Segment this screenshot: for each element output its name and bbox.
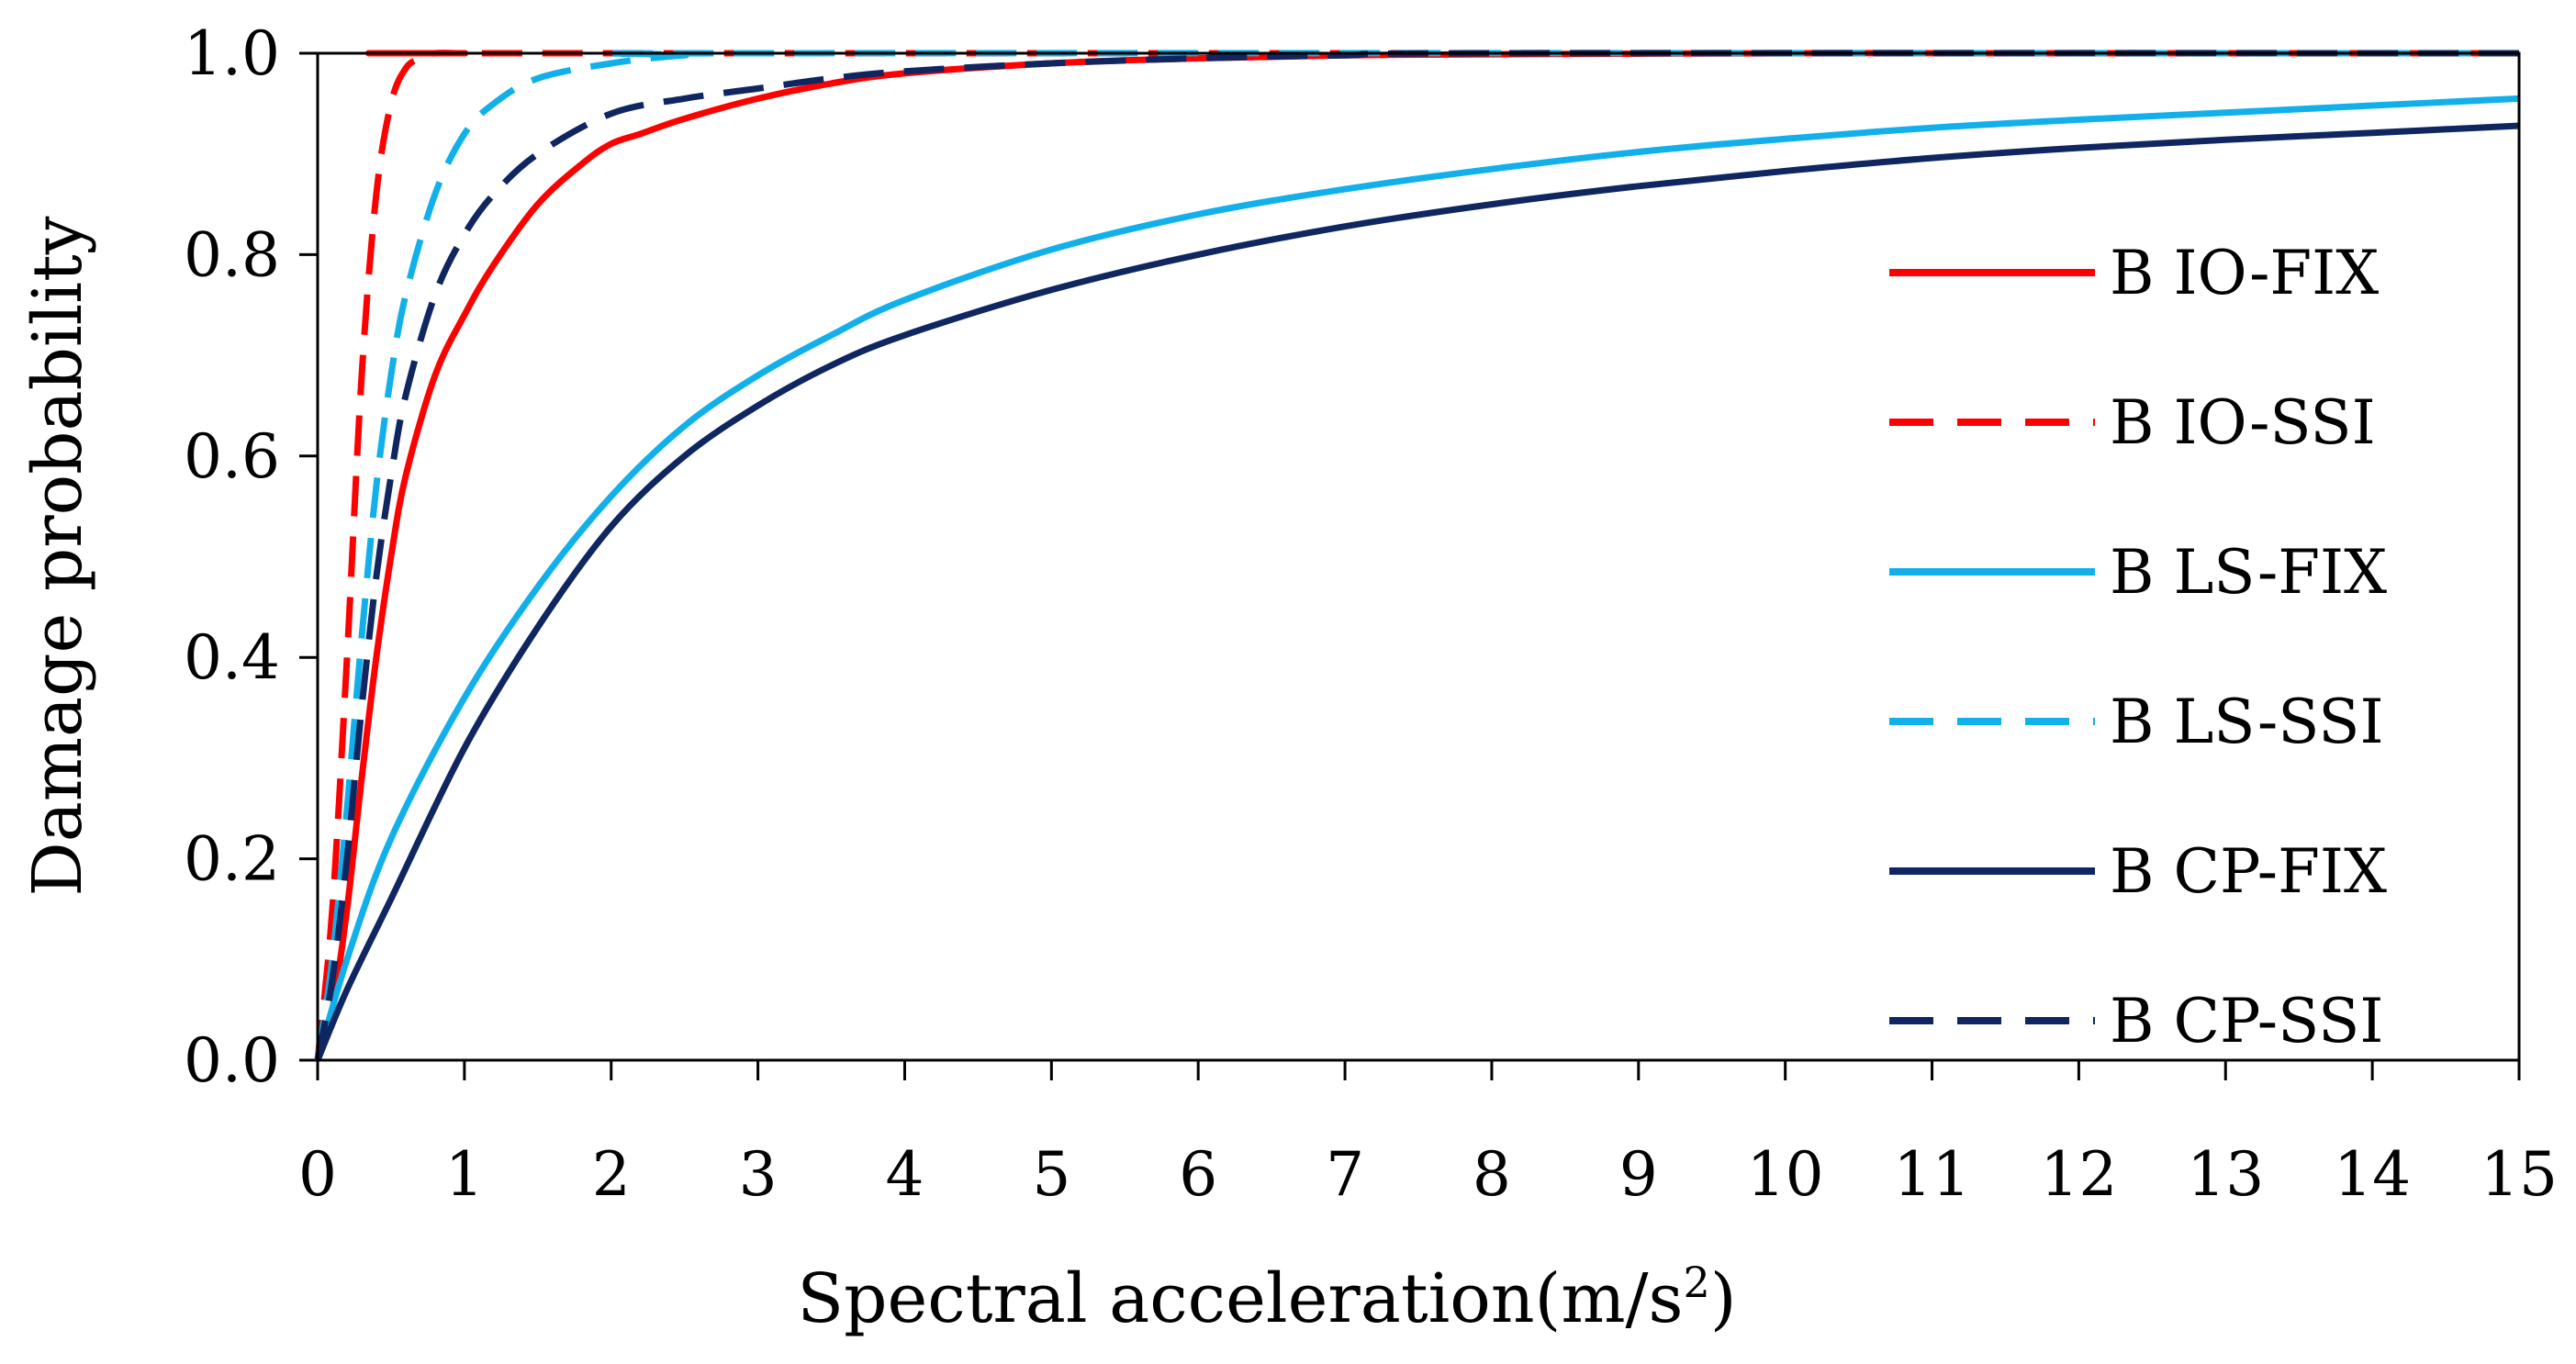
x-tick-label: 13	[2187, 1139, 2264, 1210]
y-tick-label: 0.4	[184, 622, 280, 693]
y-tick-label: 0.0	[184, 1025, 280, 1096]
x-tick-label: 11	[1894, 1139, 1971, 1210]
x-tick-label: 8	[1473, 1139, 1511, 1210]
x-tick-label: 3	[739, 1139, 778, 1210]
x-axis-label-main: Spectral acceleration(m/s	[797, 1259, 1683, 1338]
x-axis-label: Spectral acceleration(m/s2)	[797, 1258, 1736, 1338]
x-tick-label: 5	[1032, 1139, 1070, 1210]
y-tick-label: 1.0	[184, 18, 280, 89]
x-axis-label-suffix: )	[1710, 1259, 1737, 1338]
legend-label-b-ls-fix: B LS-FIX	[2110, 537, 2387, 608]
x-tick-label: 1	[445, 1139, 484, 1210]
x-tick-label: 7	[1326, 1139, 1364, 1210]
y-tick-label: 0.8	[184, 219, 280, 290]
x-tick-label: 15	[2481, 1139, 2558, 1210]
series-line-b-ls-fix	[314, 95, 2520, 1061]
y-axis-ticks: 0.0 0.2 0.4 0.6 0.8 1.0	[184, 18, 318, 1096]
x-tick-label: 14	[2334, 1139, 2411, 1210]
legend-label-b-cp-ssi: B CP-SSI	[2110, 986, 2383, 1057]
plot-area-frame	[316, 51, 2521, 1062]
x-tick-label: 10	[1747, 1139, 1824, 1210]
legend-label-b-io-fix: B IO-FIX	[2110, 238, 2379, 308]
y-axis-label: Damage probability	[18, 216, 97, 896]
legend: B IO-FIX B IO-SSI B LS-FIX B LS-SSI B CP-FIX…	[1889, 238, 2387, 1057]
legend-label-b-ls-ssi: B LS-SSI	[2110, 687, 2384, 757]
x-tick-label: 6	[1179, 1139, 1217, 1210]
x-axis-ticks: 0 1 2 3 4 5 6 7 8 9 10 11 12 13 14 15	[298, 1060, 2558, 1210]
series-line-b-cp-fix	[314, 122, 2520, 1062]
x-tick-label: 12	[2040, 1139, 2117, 1210]
x-tick-label: 2	[592, 1139, 631, 1210]
legend-label-b-cp-fix: B CP-FIX	[2110, 836, 2387, 907]
legend-label-b-io-ssi: B IO-SSI	[2110, 387, 2376, 458]
y-tick-label: 0.6	[184, 421, 280, 492]
y-tick-label: 0.2	[184, 824, 280, 895]
x-tick-label: 9	[1619, 1139, 1658, 1210]
x-tick-label: 0	[298, 1139, 337, 1210]
x-axis-label-superscript: 2	[1683, 1258, 1709, 1307]
x-tick-label: 4	[885, 1139, 924, 1210]
